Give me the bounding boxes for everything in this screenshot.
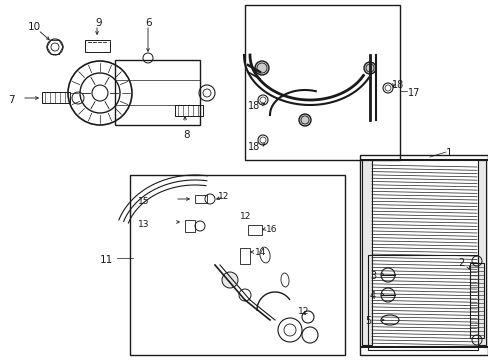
Bar (130, 175, 345, 355)
Bar (359, 155, 487, 355)
Text: 15: 15 (138, 197, 149, 206)
Bar (244, 5, 399, 160)
Text: 7: 7 (8, 95, 15, 105)
Text: 18: 18 (247, 142, 260, 152)
Text: 6: 6 (145, 18, 151, 28)
Text: 18: 18 (247, 101, 260, 111)
Text: 16: 16 (265, 225, 277, 234)
Text: 5: 5 (364, 316, 370, 326)
Bar (175, 105, 203, 116)
Text: 12: 12 (240, 212, 251, 221)
Text: 9: 9 (95, 18, 102, 28)
Text: 10: 10 (28, 22, 41, 32)
Text: 12: 12 (218, 192, 229, 201)
Text: 1: 1 (445, 148, 452, 158)
Text: 3: 3 (369, 271, 375, 281)
Bar (247, 225, 262, 235)
Circle shape (298, 114, 310, 126)
Bar (85, 40, 110, 52)
Text: 8: 8 (183, 130, 189, 140)
Bar (477, 160, 485, 345)
Bar (195, 195, 206, 203)
Text: 13: 13 (138, 220, 149, 229)
Circle shape (363, 62, 375, 74)
Text: 12: 12 (297, 307, 309, 316)
Bar (42, 92, 70, 103)
Circle shape (222, 272, 238, 288)
Bar (184, 220, 195, 232)
Text: 18: 18 (391, 80, 404, 90)
Bar (367, 255, 477, 350)
Text: 17: 17 (407, 88, 420, 98)
Bar (115, 60, 200, 125)
Text: 14: 14 (254, 248, 266, 257)
Text: 2: 2 (457, 258, 463, 268)
Circle shape (254, 61, 268, 75)
Bar (361, 160, 371, 345)
Bar (240, 248, 249, 264)
Text: 11: 11 (100, 255, 113, 265)
Bar (469, 263, 483, 338)
Text: 4: 4 (369, 291, 375, 301)
